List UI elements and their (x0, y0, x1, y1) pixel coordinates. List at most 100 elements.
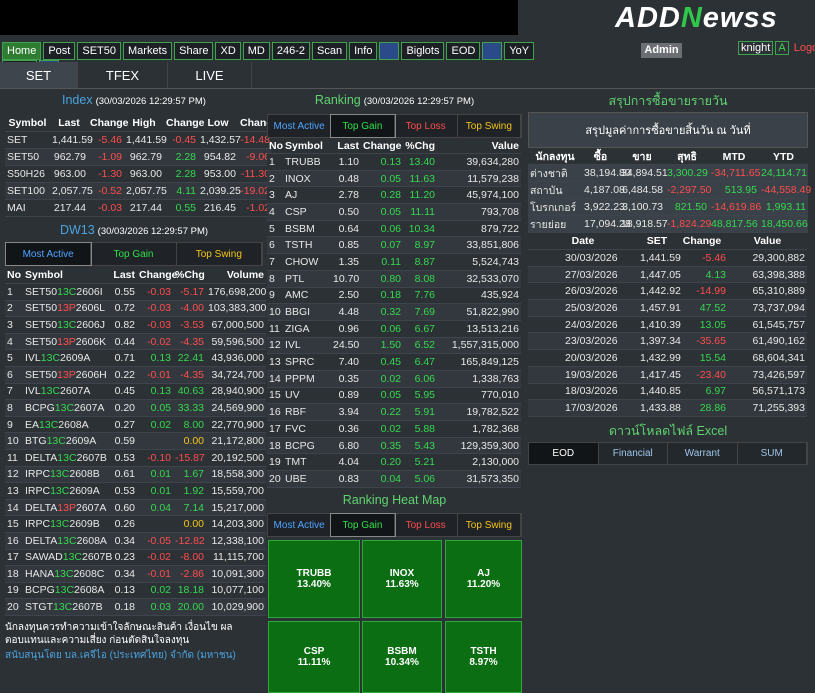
heatmap-tile[interactable]: AJ 11.20% (445, 540, 522, 618)
cell: -0.02 (147, 551, 171, 564)
nav-button[interactable]: 246-2 (271, 42, 311, 60)
logo[interactable]: ADDNewss (615, 2, 778, 35)
nav-button[interactable]: XD (215, 42, 241, 60)
tab[interactable]: Top Swing (177, 243, 262, 265)
cell: PPPM (285, 372, 315, 385)
nav-button[interactable]: Scan (312, 42, 348, 60)
tab[interactable]: Top Swing (458, 514, 521, 536)
tab[interactable]: Top Gain (91, 243, 177, 265)
column-header: No (7, 268, 21, 281)
tab[interactable]: Top Swing (458, 115, 521, 137)
table-row: 27/03/2026 1,447.05 4.13 63,398,388 (528, 266, 807, 284)
nav-button[interactable]: SET50 (77, 42, 121, 60)
cell: 13.40 (408, 155, 435, 168)
symbol-cell: IRPC13C2608B (23, 468, 111, 480)
tab[interactable]: Most Active (268, 514, 332, 536)
nav-icon[interactable] (482, 42, 503, 60)
cell: 45,974,100 (466, 189, 519, 202)
column-header: สุทธิ (677, 151, 697, 163)
nav-button[interactable]: EOD (446, 42, 481, 60)
cell: -19.02 (240, 185, 270, 197)
cell: 0.06 (380, 222, 401, 235)
main-tab[interactable]: SET (0, 62, 78, 88)
cell: -0.10 (147, 451, 171, 464)
main-tab[interactable]: TFEX (78, 62, 168, 88)
cell: 12 (7, 468, 19, 481)
cell: 5.06 (414, 472, 435, 485)
cell: 1,432.57 (200, 134, 241, 146)
tile-symbol: TRUBB (296, 568, 332, 579)
nav-icon[interactable] (379, 42, 400, 60)
cell: 5.91 (414, 406, 435, 419)
tab[interactable]: Top Loss (395, 115, 458, 137)
cell: ZIGA (285, 322, 310, 335)
column-header: Date (571, 235, 595, 247)
symbol-part: DELTA (25, 501, 58, 514)
nav-button[interactable]: MD (242, 42, 270, 60)
heatmap-tile[interactable]: BSBM 10.34% (362, 621, 442, 693)
tab[interactable]: Most Active (4, 242, 93, 266)
symbol-part: BCPG (25, 584, 55, 597)
download-button[interactable]: EOD (529, 443, 599, 464)
nav-button[interactable]: Markets (123, 42, 173, 60)
download-button[interactable]: SUM (738, 443, 807, 464)
cell: 61,545,757 (752, 318, 805, 331)
logout[interactable]: Logout (793, 42, 815, 54)
cell: 103,383,300 (208, 302, 267, 315)
column-header: Symbol (8, 116, 47, 129)
main-tab[interactable]: LIVE (168, 62, 252, 88)
download-button[interactable]: Warrant (668, 443, 738, 464)
symbol-part: DELTA (25, 534, 58, 547)
table-row: 23/03/2026 1,397.34 -35.65 61,490,162 (528, 333, 807, 351)
tab[interactable]: Top Loss (395, 514, 458, 536)
cell: -0.03 (98, 202, 122, 214)
cell: 165,849,125 (460, 356, 519, 369)
heatmap-tile[interactable]: TSTH 8.97% (445, 621, 522, 693)
cell: 0.05 (150, 401, 171, 414)
cell: 19 (7, 584, 19, 597)
cell: 0.20 (114, 401, 135, 414)
cell: 0.53 (114, 484, 135, 497)
cell: 0.45 (380, 356, 401, 369)
heatmap-tile[interactable]: INOX 11.63% (362, 540, 442, 618)
table-row: MAI 217.44 -0.03 217.44 0.55 216.45 -1.02 (5, 200, 272, 217)
tab[interactable]: Top Gain (330, 114, 396, 138)
cell: 7.40 (338, 356, 359, 369)
cell: 23/03/2026 (565, 335, 618, 348)
tab[interactable]: Most Active (268, 115, 332, 137)
symbol-part: SAWAD (25, 551, 63, 564)
symbol-part: 13C (57, 318, 77, 331)
symbol-part: 2608A (74, 584, 105, 597)
cell: 4.04 (338, 456, 359, 469)
nav-button[interactable]: Home (2, 42, 42, 60)
column-header: ขาย (632, 151, 652, 163)
account-name[interactable]: knight (738, 41, 774, 55)
tab[interactable]: Top Gain (330, 513, 396, 537)
cell: 1 (7, 285, 13, 298)
admin-button[interactable]: Admin (641, 43, 682, 58)
cell: 0.60 (114, 501, 135, 514)
symbol-part: 2609A (60, 352, 91, 365)
symbol-part: 2606J (76, 318, 105, 331)
column-header: Value (753, 235, 782, 247)
table-row: SET 1,441.59 -5.46 1,441.59 -0.45 1,432.57 -14… (5, 132, 272, 149)
symbol-cell: BTG13C2609A (23, 435, 111, 447)
heatmap-tile[interactable]: TRUBB 13.40% (268, 540, 360, 618)
symbol-cell: EA13C2608A (23, 419, 111, 431)
cell: 0.02 (380, 422, 401, 435)
cell: 4.13 (705, 268, 726, 281)
cell: 0.22 (114, 368, 135, 381)
column-header: นักลงทุน (535, 151, 575, 163)
nav-button[interactable]: Share (174, 42, 214, 60)
symbol-part: 2609A (65, 435, 97, 448)
cell: 0.11 (381, 255, 401, 268)
nav-button[interactable]: Info (349, 42, 378, 60)
title: Ranking (314, 93, 361, 107)
nav-button[interactable]: Post (43, 42, 76, 60)
nav-button[interactable]: YoY (504, 42, 535, 60)
cell: IVL (285, 339, 301, 352)
heatmap-tile[interactable]: CSP 11.11% (268, 621, 360, 693)
download-button[interactable]: Financial (599, 443, 668, 464)
nav-button[interactable]: Biglots (401, 42, 445, 60)
